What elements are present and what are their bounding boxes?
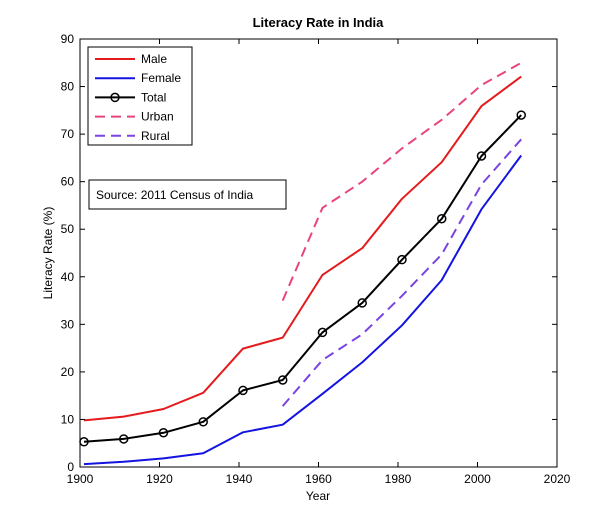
series-line-urban xyxy=(281,61,522,301)
y-tick-label: 70 xyxy=(61,127,75,141)
y-tick-label: 10 xyxy=(61,412,75,426)
series-line-total xyxy=(83,114,522,443)
x-axis-label: Year xyxy=(306,489,330,503)
legend-label-female: Female xyxy=(141,71,181,85)
x-tick-label: 1900 xyxy=(67,472,94,486)
x-tick-label: 2000 xyxy=(464,472,491,486)
legend-marker-total xyxy=(110,92,120,103)
series-line-female xyxy=(83,154,523,466)
y-tick-label: 80 xyxy=(61,80,75,94)
source-annotation-box xyxy=(88,179,287,210)
data-point-total xyxy=(158,428,169,438)
y-tick-label: 60 xyxy=(61,175,75,189)
series-line-rural xyxy=(281,138,522,407)
y-axis-label: Literacy Rate (%) xyxy=(41,207,55,300)
x-tick-label: 1940 xyxy=(226,472,253,486)
series-line-male xyxy=(83,75,522,422)
plot-area xyxy=(79,61,526,466)
data-point-total xyxy=(397,254,407,265)
y-tick-label: 40 xyxy=(61,270,75,284)
y-tick-label: 90 xyxy=(61,32,75,46)
data-point-total xyxy=(118,434,129,444)
legend: Male Female Total Urban Rural xyxy=(87,46,193,146)
chart-title: Literacy Rate in India xyxy=(253,15,385,30)
data-point-total xyxy=(476,151,487,161)
data-point-total xyxy=(516,110,526,120)
x-tick-label: 1920 xyxy=(146,472,173,486)
y-tick-label: 0 xyxy=(67,460,74,474)
legend-label-male: Male xyxy=(141,52,167,66)
data-point-total xyxy=(277,375,288,385)
y-tick-label: 30 xyxy=(61,317,75,331)
source-annotation: Source: 2011 Census of India xyxy=(88,179,287,210)
x-tick-label: 2020 xyxy=(544,472,571,486)
data-point-total xyxy=(238,385,248,396)
data-point-total xyxy=(436,214,447,224)
axis-ticks: 1900 1920 1940 1960 1980 2000 2020 0 10 20 30 40 50 6… xyxy=(61,32,571,486)
data-point-total xyxy=(317,327,328,338)
legend-label-total: Total xyxy=(141,90,166,104)
legend-label-rural: Rural xyxy=(141,129,170,143)
legend-label-urban: Urban xyxy=(141,110,174,124)
data-point-total xyxy=(198,417,208,427)
y-tick-label: 20 xyxy=(61,365,75,379)
data-point-total xyxy=(357,298,367,308)
legend-box xyxy=(87,46,193,146)
y-tick-label: 50 xyxy=(61,222,75,236)
x-tick-label: 1980 xyxy=(385,472,412,486)
source-annotation-text: Source: 2011 Census of India xyxy=(96,188,254,202)
x-tick-label: 1960 xyxy=(305,472,332,486)
